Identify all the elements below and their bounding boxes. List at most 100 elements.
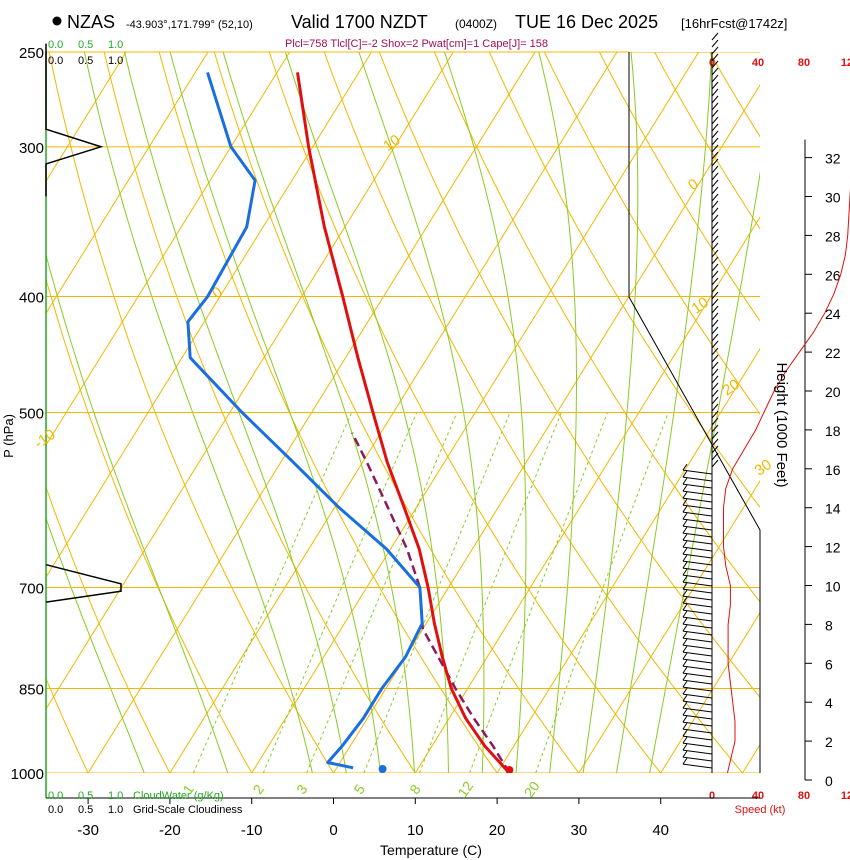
wind-barb-feather	[711, 347, 719, 356]
wind-barb-staff	[682, 504, 713, 510]
isotherm-label: 10	[689, 294, 712, 317]
cloudiness-tick-top-2: 1.0	[108, 55, 123, 67]
wind-barb-feather	[682, 743, 688, 751]
wind-barb-feather	[711, 249, 719, 258]
wind-barb-feather	[682, 687, 688, 695]
wind-barb-feather	[682, 463, 688, 471]
wind-barb-feather	[711, 263, 719, 272]
dry-adiabat-line	[103, 52, 416, 773]
isotherm-label: 30	[752, 456, 775, 479]
wind-barb-feather	[682, 561, 688, 569]
x-axis-title: Temperature (C)	[380, 842, 482, 858]
moist-adiabat-line	[222, 52, 416, 773]
dry-adiabat-line	[543, 52, 760, 415]
wind-barb-staff	[682, 595, 713, 601]
wind-barb	[711, 46, 719, 55]
wind-barb	[682, 512, 713, 524]
wind-barb	[711, 340, 719, 349]
wind-barb-feather	[682, 484, 688, 492]
wind-barb	[711, 95, 719, 104]
wind-barb-feather	[682, 708, 688, 716]
cloudiness-trace	[45, 43, 122, 603]
wind-barb-feather	[682, 603, 688, 611]
isotherm-label: 10	[380, 131, 403, 154]
mixing-ratio-line	[535, 412, 669, 773]
temperature-trace	[296, 72, 511, 773]
height-tick-label: 18	[825, 423, 841, 439]
wind-barb-staff	[682, 525, 713, 531]
wind-barb-feather	[711, 340, 719, 349]
station-dot-icon	[52, 16, 62, 26]
isotherm-label: 20	[719, 376, 742, 399]
wind-barb-feather	[711, 81, 719, 90]
wind-barb	[711, 354, 719, 363]
moist-adiabat-line	[615, 52, 712, 773]
wind-barb-staff	[682, 511, 713, 517]
wind-barb-staff	[682, 532, 713, 538]
wind-barb-staff	[682, 679, 713, 685]
wind-barb-feather	[711, 298, 719, 307]
wind-barb	[682, 519, 713, 531]
wind-barb	[711, 137, 719, 146]
valid-date: TUE 16 Dec 2025	[515, 12, 658, 32]
mixing-ratio-line	[363, 412, 511, 773]
wind-barb-feather	[711, 431, 719, 440]
wind-barb-feather	[711, 242, 719, 251]
wind-barb	[711, 438, 719, 447]
wind-barb-feather	[711, 95, 719, 104]
wind-barb-feather	[711, 109, 719, 118]
wind-barb-feather	[682, 491, 688, 499]
wind-barb-feather	[711, 116, 719, 125]
wind-barb-feather	[711, 424, 719, 433]
dry-adiabat-line	[323, 52, 744, 773]
wind-barb-staff	[682, 623, 713, 629]
dry-adiabat-line	[46, 277, 253, 773]
wind-barb	[682, 722, 713, 734]
wind-barb	[711, 53, 719, 62]
wind-barb	[711, 389, 719, 398]
wind-barb-feather	[711, 46, 719, 55]
wind-barb	[682, 645, 713, 657]
wind-barb	[711, 270, 719, 279]
temperature-tick-label: -30	[77, 822, 99, 839]
wind-barb-feather	[711, 452, 719, 461]
wind-barb-feather	[711, 179, 719, 188]
dry-adiabat-line	[46, 677, 89, 773]
mixing-ratio-label: 2	[250, 781, 268, 797]
wind-barb-feather	[711, 186, 719, 195]
wind-barb	[682, 505, 713, 517]
wind-barb	[682, 659, 713, 671]
mixing-ratio-line	[419, 412, 562, 773]
y-axis-title: P (hPa)	[1, 414, 16, 458]
isotherm-label: -10	[31, 426, 59, 452]
isotherm-line	[660, 611, 760, 773]
wind-barb-staff	[682, 658, 713, 664]
wind-barb-feather	[682, 575, 688, 583]
wind-barb	[682, 491, 713, 503]
valid-time: Valid 1700 NZDT	[291, 12, 428, 32]
pressure-tick-label: 850	[19, 681, 44, 698]
wind-barb	[682, 610, 713, 622]
wind-barb-feather	[682, 715, 688, 723]
wind-barb-feather	[682, 722, 688, 730]
moist-adiabat-line	[284, 52, 449, 773]
station-name: NZAS	[67, 12, 115, 32]
dry-adiabat-line	[378, 52, 760, 698]
height-tick-label: 0	[825, 773, 833, 789]
wind-barb	[711, 347, 719, 356]
height-tick-label: 24	[825, 306, 841, 322]
wind-barb-feather	[682, 701, 688, 709]
wind-barb	[682, 582, 713, 594]
wind-speed-line	[723, 188, 850, 773]
wind-barb-feather	[711, 137, 719, 146]
height-tick-label: 16	[825, 462, 841, 478]
wind-barb	[711, 165, 719, 174]
wind-barb-staff	[682, 728, 713, 734]
wind-barb	[682, 757, 713, 769]
cloudwater-tick-top-0: 0.0	[48, 39, 63, 51]
wind-barb-feather	[711, 284, 719, 293]
wind-barb	[682, 750, 713, 762]
wind-barb-feather	[682, 638, 688, 646]
dry-adiabat-line	[158, 52, 498, 773]
cloudiness-tick-top-1: 0.5	[78, 55, 93, 67]
